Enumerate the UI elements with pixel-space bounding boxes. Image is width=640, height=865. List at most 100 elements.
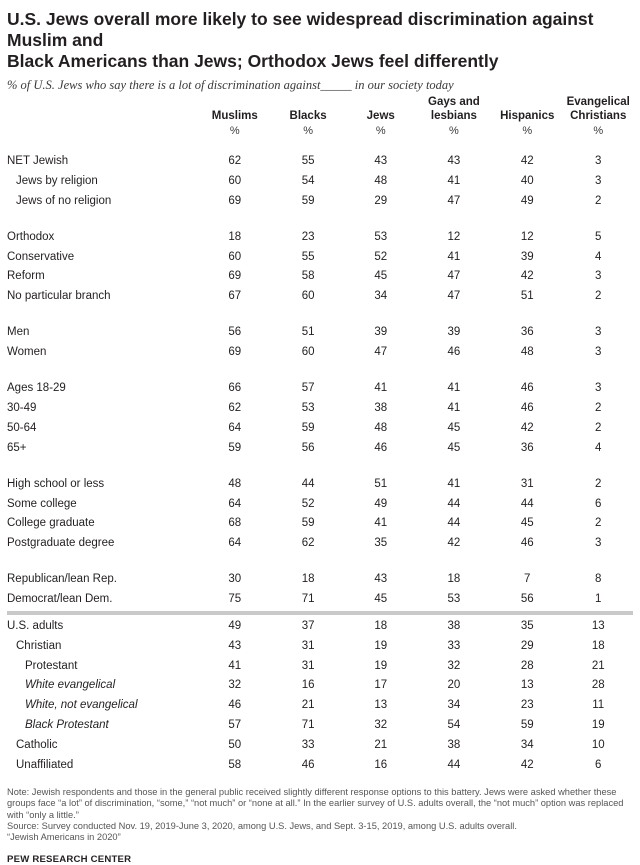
data-value: 2	[595, 401, 602, 414]
data-value: 7	[524, 573, 531, 586]
column-header: Muslims	[198, 95, 272, 123]
data-value: 6	[595, 758, 602, 771]
data-value: 30	[228, 573, 242, 586]
data-value: 33	[301, 738, 315, 751]
table-row: High school or less 48 44 51 41 31 2	[7, 458, 633, 494]
data-value: 11	[592, 699, 605, 712]
source-text: Source: Survey conducted Nov. 19, 2019-J…	[7, 820, 517, 831]
chart-title-line1: U.S. Jews overall more likely to see wid…	[7, 9, 594, 50]
data-value: 49	[520, 194, 534, 207]
data-value: 46	[374, 441, 388, 454]
table-row: NET Jewish 62 55 43 43 42 3	[7, 138, 633, 171]
column-header-label: Jews	[366, 110, 395, 122]
unit-label: %	[449, 124, 459, 137]
data-value: 44	[301, 477, 315, 490]
note-text: Note: Jewish respondents and those in th…	[7, 786, 624, 820]
data-value: 60	[301, 290, 315, 303]
data-value: 41	[447, 174, 461, 187]
data-value: 40	[520, 174, 534, 187]
table-row: Men 56 51 39 39 36 3	[7, 306, 633, 342]
footnote: Note: Jewish respondents and those in th…	[7, 787, 633, 844]
row-label: High school or less	[7, 477, 105, 490]
row-label: White, not evangelical	[25, 699, 138, 712]
row-label: 30-49	[7, 401, 37, 414]
data-value: 42	[447, 537, 461, 550]
data-value: 62	[228, 401, 242, 414]
data-value: 41	[447, 382, 461, 395]
data-value: 12	[447, 230, 461, 243]
data-value: 31	[301, 659, 315, 672]
data-value: 28	[520, 659, 534, 672]
data-value: 46	[520, 382, 534, 395]
table-row: Catholic 50 33 21 38 34 10	[7, 735, 633, 755]
data-value: 49	[374, 497, 388, 510]
data-value: 20	[447, 679, 461, 692]
table-row: 65+ 59 56 46 45 36 4	[7, 438, 633, 458]
data-value: 75	[228, 593, 242, 606]
data-value: 2	[595, 477, 602, 490]
data-value: 42	[520, 270, 534, 283]
data-value: 57	[228, 719, 242, 732]
table-row: 50-64 64 59 48 45 42 2	[7, 418, 633, 438]
data-value: 3	[595, 537, 602, 550]
data-value: 8	[595, 573, 602, 586]
org-credit: PEW RESEARCH CENTER	[7, 853, 132, 865]
data-value: 41	[374, 382, 388, 395]
data-value: 47	[374, 346, 388, 359]
data-value: 54	[301, 174, 315, 187]
data-value: 13	[591, 619, 605, 632]
data-value: 19	[374, 659, 388, 672]
data-value: 2	[595, 421, 602, 434]
unit-label: %	[522, 124, 533, 137]
data-value: 34	[374, 290, 388, 303]
column-header-row: Muslims Blacks Jews Gays and lesbians His…	[7, 95, 633, 123]
row-label: Republican/lean Rep.	[7, 573, 117, 586]
data-value: 44	[447, 758, 461, 771]
table-row: Women 69 60 47 46 48 3	[7, 342, 633, 362]
data-value: 60	[228, 250, 242, 263]
data-value: 46	[228, 699, 242, 712]
data-value: 43	[228, 639, 242, 652]
data-value: 18	[301, 573, 315, 586]
table-row: Protestant 41 31 19 32 28 21	[7, 656, 633, 676]
row-label: Orthodox	[7, 230, 55, 243]
data-value: 2	[595, 194, 602, 207]
data-value: 55	[301, 155, 315, 167]
table-row: Christian 43 31 19 33 29 18	[7, 636, 633, 656]
table-row: U.S. adults 49 37 18 38 35 13	[7, 616, 633, 636]
data-value: 42	[520, 421, 534, 434]
chart-page: U.S. Jews overall more likely to see wid…	[7, 0, 633, 865]
data-value: 36	[520, 326, 534, 339]
data-value: 69	[228, 346, 242, 359]
data-value: 39	[374, 326, 388, 339]
data-value: 32	[228, 679, 242, 692]
data-value: 34	[447, 699, 461, 712]
data-value: 38	[447, 619, 461, 632]
data-value: 41	[374, 517, 388, 530]
data-value: 41	[447, 477, 461, 490]
column-header: Evangelical Christians	[563, 95, 633, 123]
table-row: Orthodox 18 23 53 12 12 5	[7, 211, 633, 247]
unit-label: %	[593, 124, 604, 137]
data-value: 42	[520, 758, 534, 771]
data-value: 16	[301, 679, 315, 692]
data-value: 46	[520, 401, 534, 414]
data-value: 4	[595, 250, 602, 263]
data-value: 48	[374, 421, 388, 434]
chart-title: U.S. Jews overall more likely to see wid…	[7, 0, 633, 72]
chart-subtitle: % of U.S. Jews who say there is a lot of…	[7, 78, 454, 92]
data-value: 46	[520, 537, 534, 550]
row-label: Some college	[7, 497, 77, 510]
data-value: 18	[228, 230, 242, 243]
table-row: Postgraduate degree 64 62 35 42 46 3	[7, 533, 633, 553]
data-value: 3	[595, 382, 602, 395]
data-value: 56	[228, 326, 242, 339]
data-value: 31	[520, 477, 534, 490]
unit-row: % % % % % %	[7, 123, 633, 138]
table-row: Unaffiliated 58 46 16 44 42 6	[7, 755, 633, 775]
data-value: 29	[520, 639, 534, 652]
data-value: 39	[447, 326, 461, 339]
unit-label: %	[229, 124, 240, 137]
row-label: 65+	[7, 441, 27, 454]
table-row: Republican/lean Rep. 30 18 43 18 7 8	[7, 553, 633, 589]
